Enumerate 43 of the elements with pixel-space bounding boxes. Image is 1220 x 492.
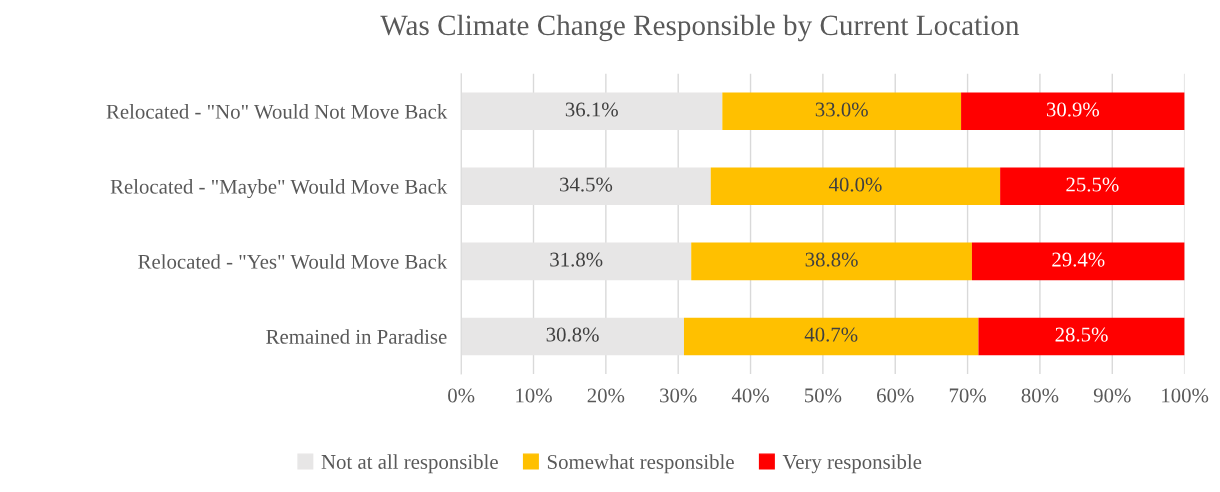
y-tick-label: Relocated - "No" Would Not Move Back (106, 104, 448, 119)
bar (971, 242, 1185, 281)
legend-label: Not at all responsible (321, 454, 498, 474)
bar (722, 92, 962, 131)
bar (710, 167, 1001, 206)
bar (461, 167, 711, 206)
y-tick-label: Remained in Paradise (266, 329, 447, 344)
data-label: 33.0% (815, 102, 868, 117)
y-tick-label: Relocated - "Yes" Would Move Back (138, 254, 448, 269)
data-label: 30.8% (546, 327, 599, 342)
x-tick-label: 50% (805, 388, 842, 403)
bar (961, 92, 1185, 131)
data-label: 36.1% (565, 102, 618, 117)
data-label: 28.5% (1055, 327, 1108, 342)
x-tick-label: 100% (1162, 388, 1209, 403)
bar (461, 317, 684, 356)
bar (1000, 167, 1185, 206)
x-tick-label: 60% (877, 388, 914, 403)
x-tick-label: 20% (587, 388, 625, 403)
data-label: 40.7% (804, 327, 858, 342)
x-tick-label: 90% (1093, 388, 1131, 403)
chart-title: Was Climate Change Responsible by Current Location (380, 14, 1020, 42)
data-label: 30.9% (1046, 102, 1100, 117)
x-tick-label: 10% (516, 388, 552, 403)
data-label: 34.5% (560, 177, 613, 192)
data-label: 40.0% (828, 177, 882, 192)
bar (978, 317, 1185, 356)
legend-label: Very responsible (782, 454, 922, 474)
data-label: 25.5% (1066, 177, 1119, 192)
y-tick-label: Relocated - "Maybe" Would Move Back (110, 179, 448, 199)
x-tick-label: 0% (448, 388, 475, 403)
x-tick-label: 70% (949, 388, 986, 403)
x-tick-label: 80% (1021, 388, 1059, 403)
bar (691, 242, 972, 281)
data-label: 29.4% (1052, 252, 1105, 267)
bar (683, 317, 979, 356)
x-tick-label: 30% (660, 388, 697, 403)
x-tick-label: 40% (731, 388, 769, 403)
bar (461, 92, 723, 131)
data-label: 31.8% (550, 252, 603, 267)
bar (461, 242, 692, 281)
legend-label: Somewhat responsible (547, 454, 734, 474)
data-label: 38.8% (805, 252, 858, 267)
